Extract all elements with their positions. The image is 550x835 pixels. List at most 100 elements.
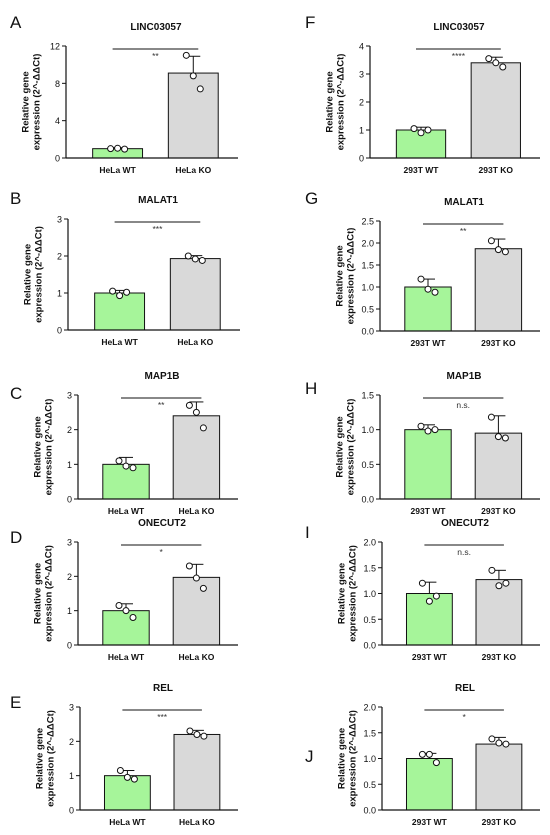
panel-letter: C [10,384,22,403]
bar-ko [173,733,221,811]
y-tick-label: 3 [69,703,74,713]
y-tick-label: 2 [67,572,72,582]
data-point [123,773,131,781]
data-point [495,739,503,747]
y-tick-label: 0.5 [361,305,374,315]
bar-wt [102,610,150,646]
y-tick-label: 1 [67,606,72,616]
x-tick-label: HeLa WT [109,817,146,827]
x-tick-label: 293T WT [412,652,448,662]
y-tick-label: 1.5 [361,261,374,271]
data-point [494,433,502,441]
x-tick-label: 293T KO [479,165,514,175]
data-point [200,732,208,740]
y-tick-label: 2.5 [361,217,374,227]
data-point [485,55,493,63]
data-point [116,292,124,300]
chart-title: LINC03057 [130,22,182,33]
data-point [432,592,440,600]
data-point [431,426,439,434]
y-axis-label: Relative geneexpression (2^-ΔΔCt) [32,545,54,642]
data-point [109,287,117,295]
y-tick-label: 2 [359,98,364,108]
x-tick-label: 293T WT [411,506,447,516]
significance-label: ** [460,226,467,236]
y-tick-label: 0.5 [363,615,376,625]
x-tick-label: 293T KO [481,506,516,516]
data-point [198,256,206,264]
data-point [495,582,503,590]
data-point [122,462,130,470]
panel-f: F LINC03057 Relative geneexpression (2^-ΔΔ… [305,13,540,175]
y-tick-label: 1 [57,289,62,299]
data-point [199,584,207,592]
data-point [115,457,123,465]
significance-label: ** [158,400,165,410]
data-point [424,427,432,435]
y-tick-label: 2 [57,252,62,262]
y-tick-label: 3 [57,215,62,225]
x-tick-label: HeLa KO [179,817,215,827]
x-tick-label: HeLa KO [178,652,214,662]
y-tick-label: 8 [55,79,60,89]
y-tick-label: 1.5 [363,563,376,573]
data-point [501,248,509,256]
data-point [502,740,510,748]
data-point [424,285,432,293]
data-point [424,126,432,134]
chart-title: MAP1B [446,371,481,382]
data-point [182,51,190,59]
y-tick-label: 2 [69,737,74,747]
data-point [417,422,425,430]
y-tick-label: 12 [50,42,60,52]
significance-label: *** [152,224,163,234]
x-tick-label: HeLa KO [175,165,211,175]
panel-a: A LINC03057 Relative geneexpression (2^-ΔΔ… [10,13,238,175]
data-point [417,275,425,283]
data-point [418,750,426,758]
y-tick-label: 0 [55,154,60,164]
x-tick-label: HeLa WT [99,165,136,175]
data-point [425,597,433,605]
chart-title: MALAT1 [444,197,484,208]
data-point [121,145,129,153]
y-tick-label: 0 [67,495,72,505]
data-point [418,579,426,587]
data-point [184,252,192,260]
data-point [410,125,418,133]
panel-g: G MALAT1 Relative geneexpression (2^-ΔΔCt)… [305,189,540,348]
y-tick-label: 1.0 [363,589,376,599]
x-tick-label: HeLa KO [178,506,214,516]
bar-wt [102,463,150,500]
y-tick-label: 0 [57,326,62,336]
panel-d: D ONECUT2 Relative geneexpression (2^-ΔΔCt… [10,518,238,662]
y-tick-label: 0 [67,641,72,651]
data-point [494,246,502,254]
data-point [186,727,194,735]
data-point [196,85,204,93]
data-point [425,750,433,758]
x-tick-label: 293T KO [481,338,516,348]
bar-ko [470,62,521,159]
chart-title: REL [153,683,173,694]
data-point [502,579,510,587]
data-point [487,413,495,421]
chart-title: ONECUT2 [138,518,186,529]
data-point [501,434,509,442]
y-axis-label: Relative geneexpression (2^-ΔΔCt) [22,226,44,323]
data-point [191,255,199,263]
bar-wt [405,593,453,646]
significance-label: **** [452,51,466,61]
bar-wt [404,429,452,500]
data-point [431,288,439,296]
panel-i: I ONECUT2 Relative geneexpression (2^-ΔΔCt… [305,518,540,662]
panel-c: C MAP1B Relative geneexpression (2^-ΔΔCt) H… [10,371,238,516]
y-axis-label: Relative geneexpression (2^-ΔΔCt) [32,399,54,496]
panel-letter: E [10,693,21,712]
chart-title: MALAT1 [138,195,178,206]
data-point [185,562,193,570]
chart-title: MAP1B [144,371,179,382]
y-axis-label: Relative geneexpression (2^-ΔΔCt) [324,54,346,151]
y-tick-label: 0.0 [361,327,374,337]
bar-ko [474,432,523,500]
